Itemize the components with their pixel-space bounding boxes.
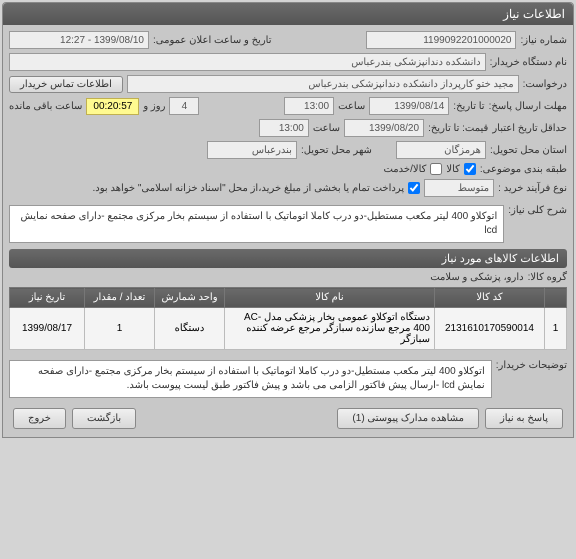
goods-label: کالا (446, 164, 460, 175)
valid-label: حداقل تاریخ اعتبار (492, 123, 567, 134)
cell-name: دستگاه اتوکلاو عمومی بخار پزشکی مدل AC-4… (225, 308, 435, 350)
budget-label: طبقه بندی موضوعی: (480, 164, 567, 175)
requester-field: مجید ختو کارپرداز دانشکده دندانپزشکی بند… (127, 75, 519, 93)
exit-button[interactable]: خروج (13, 408, 66, 429)
time-label-2: ساعت (313, 123, 340, 134)
days-remaining-field: 4 (169, 97, 199, 115)
service-checkbox[interactable] (430, 163, 442, 175)
contact-buyer-button[interactable]: اطلاعات تماس خریدار (9, 76, 123, 93)
items-section-title: اطلاعات کالاهای مورد نیاز (9, 249, 567, 268)
col-name: نام کالا (225, 288, 435, 308)
request-info-window: اطلاعات نیاز شماره نیاز: 119909220100002… (2, 2, 574, 438)
remaining-label: ساعت باقی مانده (9, 101, 82, 112)
buyer-notes-box: اتوکلاو 400 لیتر مکعب مستطیل-دو درب کامل… (9, 360, 492, 398)
cell-date: 1399/08/17 (10, 308, 85, 350)
time-label-1: ساعت (338, 101, 365, 112)
answer-button[interactable]: پاسخ به نیاز (485, 408, 563, 429)
valid-date-field: 1399/08/20 (344, 119, 424, 137)
footer-buttons: پاسخ به نیاز مشاهده مدارک پیوستی (1) باز… (9, 402, 567, 431)
col-code: کد کالا (435, 288, 545, 308)
province-label: استان محل تحویل: (490, 145, 567, 156)
cell-qty: 1 (85, 308, 155, 350)
deadline-until-label: تا تاریخ: (453, 101, 484, 112)
province-field: هرمزگان (396, 141, 486, 159)
window-title: اطلاعات نیاز (3, 3, 573, 25)
content-area: شماره نیاز: 1199092201000020 تاریخ و ساع… (3, 25, 573, 437)
buyer-field: دانشکده دندانپزشکی بندرعباس (9, 53, 486, 71)
col-date: تاریخ نیاز (10, 288, 85, 308)
cell-code: 2131610170590014 (435, 308, 545, 350)
deadline-label: مهلت ارسال پاسخ: (489, 101, 567, 112)
payment-checkbox[interactable] (408, 182, 420, 194)
col-unit: واحد شمارش (155, 288, 225, 308)
cell-idx: 1 (545, 308, 567, 350)
items-table: کد کالا نام کالا واحد شمارش تعداد / مقدا… (9, 287, 567, 350)
announce-field: 1399/08/10 - 12:27 (9, 31, 149, 49)
service-label: کالا/خدمت (383, 164, 426, 175)
back-button[interactable]: بازگشت (72, 408, 136, 429)
group-value: دارو، پزشکی و سلامت (430, 272, 523, 283)
desc-label: شرح کلی نیاز: (508, 201, 567, 216)
goods-checkbox[interactable] (464, 163, 476, 175)
requester-label: درخواست: (523, 79, 567, 90)
purchase-type-field: متوسط (424, 179, 494, 197)
buyer-notes-label: توضیحات خریدار: (496, 356, 567, 371)
purchase-type-label: نوع فرآیند خرید : (498, 183, 567, 194)
table-row[interactable]: 1 2131610170590014 دستگاه اتوکلاو عمومی … (10, 308, 567, 350)
group-label: گروه کالا: (528, 272, 567, 283)
col-idx (545, 288, 567, 308)
announce-label: تاریخ و ساعت اعلان عمومی: (153, 35, 272, 46)
city-label: شهر محل تحویل: (301, 145, 372, 156)
payment-note: پرداخت تمام یا بخشی از مبلغ خرید،از محل … (93, 183, 405, 194)
city-field: بندرعباس (207, 141, 297, 159)
cell-unit: دستگاه (155, 308, 225, 350)
deadline-date-field: 1399/08/14 (369, 97, 449, 115)
attachments-button[interactable]: مشاهده مدارک پیوستی (1) (337, 408, 479, 429)
valid-time-field: 13:00 (259, 119, 309, 137)
col-qty: تعداد / مقدار (85, 288, 155, 308)
deadline-time-field: 13:00 (284, 97, 334, 115)
desc-box: اتوکلاو 400 لیتر مکعب مستطیل-دو درب کامل… (9, 205, 504, 243)
need-no-label: شماره نیاز: (520, 35, 567, 46)
need-no-field: 1199092201000020 (366, 31, 516, 49)
days-label: روز و (143, 101, 165, 112)
valid-until-label: قیمت: تا تاریخ: (428, 123, 488, 134)
buyer-label: نام دستگاه خریدار: (490, 57, 567, 68)
countdown-timer: 00:20:57 (86, 98, 139, 115)
